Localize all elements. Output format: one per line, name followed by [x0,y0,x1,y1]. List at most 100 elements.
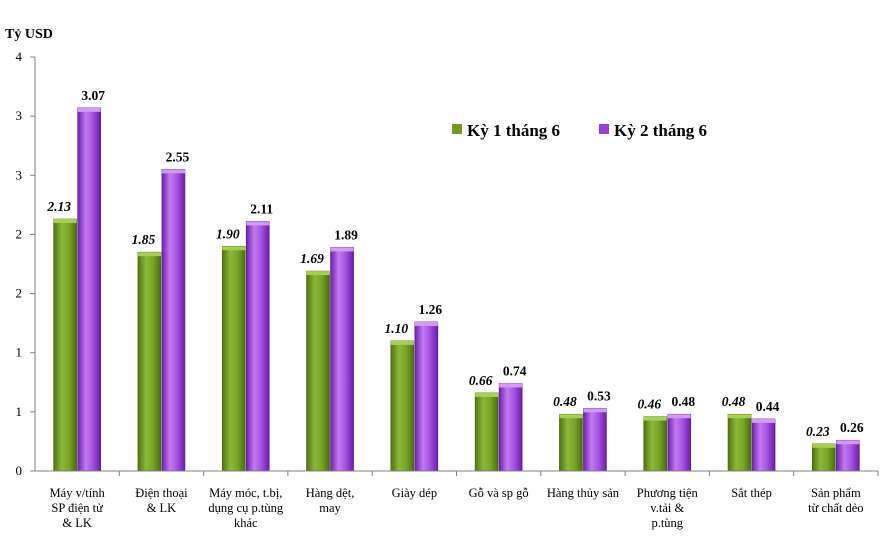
x-tick-label: Máy v/tính SP điện tử & LK [50,486,106,530]
x-tick-label: Giày dép [392,486,437,500]
x-tick-label-line: & LK [147,501,177,515]
x-tick-label-line: SP điện tử [51,501,104,515]
bar-series-1 [559,413,583,472]
bar-series-2 [161,169,186,472]
bar-top-cap [137,252,161,257]
y-tick-label: 0 [16,463,23,478]
x-tick-label-line: Máy móc, t.bị, [209,486,282,500]
legend-label-series-1: Kỳ 1 tháng 6 [467,121,560,140]
bar-series-2 [751,418,776,472]
data-label-series-2: 0.74 [503,363,527,378]
bar-series-2 [667,413,692,472]
data-label-series-1: 1.85 [132,232,156,247]
data-label-series-1: 1.10 [385,321,409,336]
data-label-series-1: 0.48 [553,394,577,409]
bar-series-1 [812,443,836,472]
bar-top-cap [583,408,607,413]
bar-series-2 [330,247,354,472]
x-tick-label: Hàng thủy sản [547,486,620,500]
x-tick-label-line: Hàng dệt, [306,486,355,500]
legend-label-series-2: Kỳ 2 tháng 6 [614,121,707,140]
y-tick-label: 1 [16,404,23,419]
x-tick-label-line: may [319,501,341,515]
bar-top-cap [53,219,77,224]
bar-top-cap [728,414,752,419]
bar-series-2 [836,439,860,472]
x-tick-label-line: Sắt thép [731,486,772,500]
bar-top-cap [77,107,101,112]
x-tick-label: Gỗ và sp gỗ [469,486,529,500]
x-tick-label-line: khác [234,516,258,530]
x-tick-label-line: & LK [62,516,92,530]
data-label-series-2: 0.26 [840,420,864,435]
legend-swatch-series-1 [452,124,462,134]
bar-series-1 [643,416,668,472]
x-tick-label-line: v.tải & [650,501,684,515]
x-tick-label-line: dụng cụ p.tùng [208,501,283,515]
bar-top-cap [559,414,583,419]
bar-top-cap [499,383,523,388]
bar-top-cap [330,247,354,252]
bar-top-cap [222,246,246,251]
data-label-series-1: 0.23 [806,424,830,439]
data-label-series-2: 2.55 [166,149,190,164]
x-tick-label-line: Máy v/tính [50,486,106,500]
y-tick-label: 3 [16,108,23,123]
data-label-series-1: 0.66 [469,373,493,388]
data-label-series-2: 1.89 [334,227,358,242]
x-tick-label: Sắt thép [731,486,772,500]
bar-top-cap [667,414,691,419]
bar-series-1 [221,245,246,472]
legend-swatch-series-2 [599,124,609,134]
data-label-series-1: 1.90 [216,226,240,241]
data-label-series-2: 0.48 [671,394,695,409]
bar-series-1 [137,251,162,472]
y-tick-label: 2 [16,286,23,301]
bar-top-cap [812,443,836,448]
x-tick-label-line: Hàng thủy sản [547,486,620,500]
data-label-series-2: 3.07 [81,88,105,103]
x-tick-label: Máy móc, t.bị, dụng cụ p.tùng khác [208,486,283,530]
bar-top-cap [246,221,270,226]
bar-series-2 [583,408,607,472]
y-tick-label: 1 [16,345,23,360]
x-tick-label: Điện thoại & LK [135,486,188,515]
bar-series-1 [53,218,77,472]
x-tick-label: Sản phẩm từ chất dẻo [808,486,863,515]
x-tick-label-line: Giày dép [392,486,437,500]
bar-series-1 [390,340,415,472]
legend: Kỳ 1 tháng 6 Kỳ 2 tháng 6 [452,121,707,140]
bar-series-1 [306,270,330,472]
bar-top-cap [752,418,776,423]
bar-top-cap [390,340,414,345]
x-tick-label: Phương tiện v.tải & p.tùng [637,486,699,530]
y-tick-label: 2 [16,226,23,241]
bar-top-cap [306,271,330,276]
bar-series-2 [245,221,270,472]
bar-series-2 [498,383,523,472]
x-tick-label-line: p.tùng [651,516,683,530]
y-tick-label: 4 [16,49,23,64]
x-tick-label-line: từ chất dẻo [808,501,863,515]
bar-series-2 [77,107,101,472]
x-tick-label-line: Gỗ và sp gỗ [469,486,529,500]
data-label-series-1: 0.46 [637,397,661,412]
bar-top-cap [161,169,185,174]
x-tick-label: Hàng dệt, may [306,486,355,515]
x-tick-label-line: Sản phẩm [811,486,861,500]
x-tick-label-line: Phương tiện [637,486,699,500]
data-label-series-2: 0.44 [756,399,780,414]
bar-top-cap [643,416,667,421]
data-label-series-2: 1.26 [419,302,443,317]
data-label-series-2: 0.53 [587,388,611,403]
data-label-series-1: 2.13 [46,199,71,214]
bar-series-1 [727,413,752,472]
y-tick-label: 3 [16,167,23,182]
data-label-series-1: 0.48 [722,394,746,409]
bar-top-cap [836,440,860,445]
data-label-series-2: 2.11 [250,201,273,216]
data-label-series-1: 1.69 [300,251,324,266]
bar-top-cap [475,392,499,397]
y-axis-label: Tỷ USD [5,27,53,42]
